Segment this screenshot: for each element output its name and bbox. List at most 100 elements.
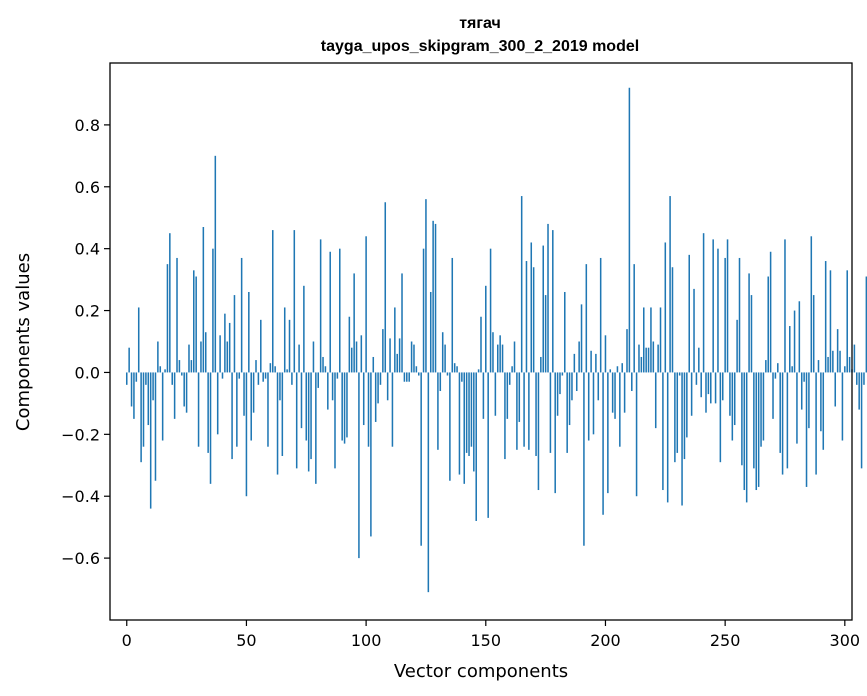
bar-283 (803, 372, 805, 382)
bar-158 (504, 372, 506, 460)
bar-259 (745, 372, 748, 503)
bar-301 (846, 270, 848, 373)
bar-70 (293, 230, 296, 373)
bar-154 (494, 372, 497, 416)
bar-268 (767, 276, 769, 373)
bar-15 (161, 372, 164, 441)
bar-145 (473, 372, 475, 472)
bar-42 (226, 341, 229, 373)
bar-224 (662, 372, 664, 491)
bar-14 (159, 366, 162, 373)
bar-262 (753, 372, 755, 469)
bar-233 (683, 372, 686, 460)
bar-129 (434, 223, 437, 373)
bar-162 (513, 341, 516, 373)
bar-60 (269, 363, 272, 373)
bar-80 (317, 372, 319, 388)
bar-277 (789, 326, 791, 373)
bar-157 (501, 344, 504, 373)
bar-83 (324, 366, 327, 373)
bar-189 (578, 341, 580, 373)
bar-181 (559, 372, 561, 395)
bar-103 (372, 356, 375, 373)
bar-89 (339, 248, 341, 373)
bar-30 (197, 372, 200, 447)
bar-136 (451, 257, 454, 373)
bar-263 (755, 372, 758, 491)
bar-135 (449, 372, 451, 481)
bar-146 (475, 372, 477, 521)
bar-203 (611, 372, 614, 413)
bar-274 (781, 372, 784, 475)
bar-151 (487, 372, 489, 518)
bar-295 (832, 350, 834, 373)
bar-6 (140, 372, 142, 463)
bar-65 (281, 372, 284, 456)
bar-107 (382, 329, 384, 373)
bar-166 (523, 372, 525, 447)
bar-231 (678, 372, 681, 376)
bar-279 (793, 310, 796, 373)
bar-27 (190, 360, 193, 373)
bar-0 (125, 372, 128, 385)
chart-subtitle: tayga_upos_skipgram_300_2_2019 model (321, 38, 639, 55)
bar-12 (154, 372, 157, 481)
bar-25 (185, 372, 188, 413)
y-tick-label: 0.6 (75, 178, 100, 197)
bar-34 (207, 372, 209, 453)
bar-281 (798, 301, 801, 373)
y-axis: −0.6 −0.4 −0.2 0.0 0.2 0.4 0.6 0.8 (61, 116, 110, 568)
y-tick-label: −0.2 (61, 425, 100, 444)
bar-82 (322, 356, 324, 373)
bar-246 (714, 372, 717, 404)
bar-276 (786, 372, 789, 469)
bar-217 (645, 347, 647, 373)
bar-291 (822, 372, 825, 450)
bar-240 (700, 372, 702, 398)
bar-108 (384, 202, 387, 373)
bar-285 (808, 372, 810, 429)
bar-172 (537, 372, 540, 491)
bar-119 (410, 341, 413, 373)
bar-104 (374, 372, 377, 422)
bar-167 (525, 261, 528, 373)
bar-269 (769, 251, 772, 373)
bar-198 (599, 257, 602, 373)
bar-201 (607, 372, 609, 494)
bar-138 (456, 366, 458, 373)
bar-56 (260, 319, 262, 373)
bar-7 (142, 372, 145, 447)
bar-288 (815, 372, 817, 475)
bar-222 (657, 344, 659, 373)
bar-31 (200, 341, 202, 373)
bar-255 (736, 319, 738, 373)
bar-109 (386, 372, 389, 401)
bar-118 (408, 372, 410, 382)
bar-182 (561, 372, 564, 376)
bar-116 (403, 372, 406, 382)
bar-13 (157, 341, 159, 373)
bar-192 (585, 264, 588, 373)
bar-253 (731, 372, 734, 441)
bar-266 (762, 372, 765, 441)
bar-20 (173, 372, 176, 419)
bar-242 (705, 372, 707, 413)
bar-134 (446, 372, 449, 376)
bar-40 (221, 372, 224, 379)
bar-294 (829, 270, 832, 373)
bar-284 (805, 372, 808, 487)
bar-18 (169, 233, 171, 373)
bar-173 (540, 356, 542, 373)
x-tick-label: 300 (830, 631, 861, 650)
bar-55 (257, 372, 260, 385)
bar-43 (228, 322, 231, 373)
bar-21 (176, 257, 178, 373)
bar-197 (597, 372, 600, 401)
bar-298 (839, 350, 841, 373)
bar-117 (406, 372, 408, 382)
bar-214 (638, 344, 640, 373)
bar-105 (377, 372, 379, 404)
bar-97 (358, 372, 360, 559)
bar-50 (245, 372, 248, 497)
